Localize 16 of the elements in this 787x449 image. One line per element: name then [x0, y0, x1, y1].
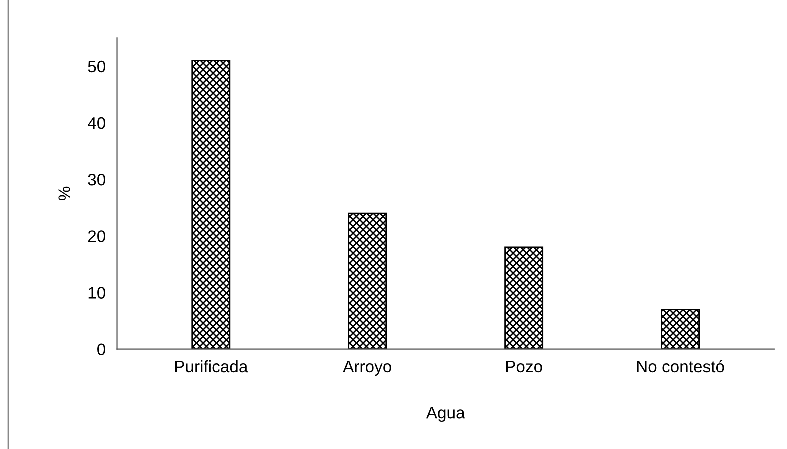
- bar: [348, 212, 388, 350]
- y-tick-label: 30: [88, 174, 106, 186]
- x-tick-label: No contestó: [637, 360, 724, 373]
- y-axis-title: %: [58, 186, 70, 201]
- y-tick-label: 0: [98, 344, 106, 356]
- y-tick-label: 40: [88, 117, 106, 130]
- bar: [192, 60, 231, 350]
- y-tick-label: 10: [88, 287, 106, 299]
- x-tick-label: Purificada: [175, 360, 248, 373]
- bar: [504, 246, 544, 350]
- bar: [661, 309, 700, 350]
- x-axis-title: Agua: [426, 407, 466, 422]
- x-tick-label: Arroyo: [343, 361, 392, 376]
- y-tick-label: 50: [88, 60, 106, 73]
- y-tick-label: 20: [88, 230, 106, 242]
- x-tick-label: Pozo: [506, 361, 542, 373]
